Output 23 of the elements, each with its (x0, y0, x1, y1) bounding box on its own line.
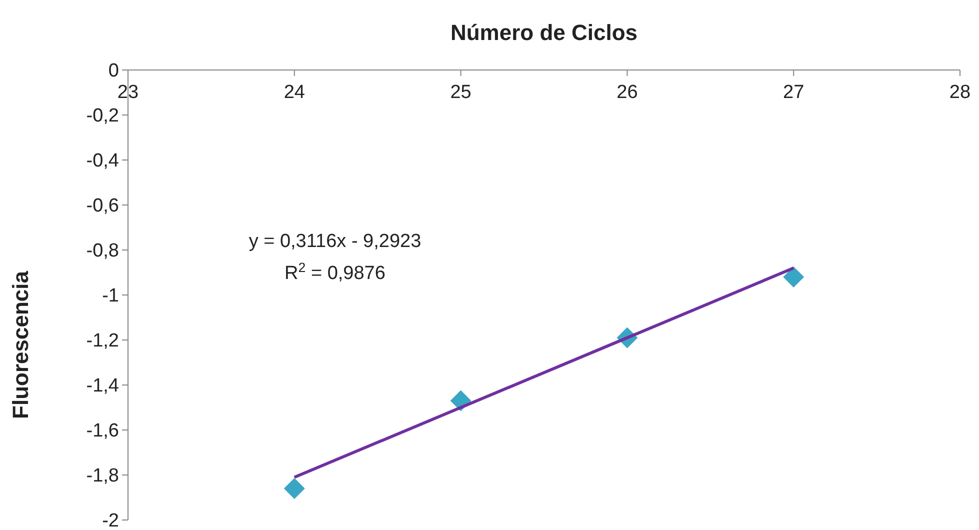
y-tick-label: -0,2 (86, 106, 119, 127)
x-tick-label: 26 (616, 82, 638, 103)
x-tick-label: 23 (117, 82, 139, 103)
y-axis-title: Fluorescencia (8, 270, 33, 419)
y-tick-label: -1,8 (86, 466, 119, 487)
y-tick-label: -0,4 (86, 150, 120, 172)
x-tick-label: 28 (949, 82, 971, 103)
y-tick-label: 0 (108, 60, 119, 82)
y-tick-label: -1 (102, 286, 119, 307)
x-tick-label: 24 (284, 82, 306, 103)
point (783, 266, 804, 288)
y-tick-label: -0,8 (86, 240, 119, 262)
y-tick-label: -1,4 (86, 376, 120, 397)
annotation: y = 0,3116x - 9,2923 (248, 231, 422, 252)
annotation: R$^{2}$ = 0,9876 (284, 260, 386, 284)
y-tick-label: -2 (102, 510, 119, 530)
chart-title: Número de Ciclos (450, 20, 638, 45)
x-tick-label: 25 (450, 82, 472, 103)
point (284, 478, 305, 499)
x-tick-label: 27 (783, 82, 804, 103)
y-tick-label: -0,6 (86, 196, 119, 217)
y-tick-label: -1,2 (86, 330, 119, 352)
y-tick-label: -1,6 (86, 420, 119, 442)
